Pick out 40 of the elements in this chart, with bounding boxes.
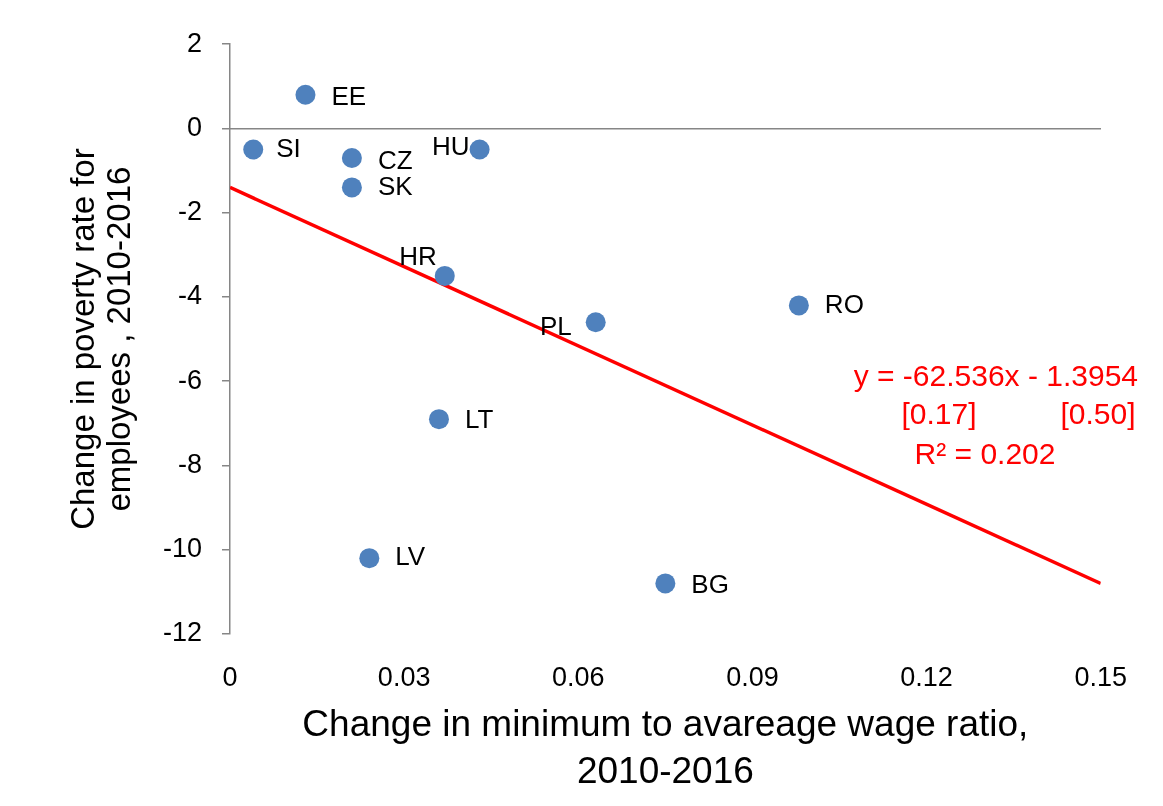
y-tick-label: 2 <box>186 27 202 58</box>
point <box>243 139 264 160</box>
point <box>428 409 449 430</box>
x-tick-label: 0.12 <box>900 661 953 692</box>
annotation: LT <box>464 404 494 435</box>
point <box>341 177 362 198</box>
y-tick-label: -10 <box>162 533 202 564</box>
point <box>434 265 455 286</box>
point <box>655 573 676 594</box>
annotation: [0.17] <box>901 397 977 431</box>
y-tick-label: -12 <box>162 617 202 648</box>
y-tick-label: -2 <box>177 196 202 227</box>
point <box>469 139 490 160</box>
y-tick-label: -6 <box>177 364 202 395</box>
annotation: RO <box>824 288 864 319</box>
annotation: [0.50] <box>1060 397 1136 431</box>
y-tick-label: 0 <box>186 111 202 142</box>
annotation: LV <box>395 541 426 572</box>
x-tick-label: 0.09 <box>726 661 779 692</box>
x-tick-label: 0.06 <box>552 661 605 692</box>
annotation: y = -62.536x - 1.3954 <box>853 359 1138 393</box>
annotation: PL <box>539 311 572 342</box>
y-tick-label: -8 <box>177 448 202 479</box>
point <box>359 548 380 569</box>
annotation: HU <box>432 130 470 161</box>
x-tick-label: 0.03 <box>377 661 431 692</box>
annotation: EE <box>331 80 367 111</box>
annotation: R² = 0.202 <box>914 437 1056 471</box>
point <box>295 84 316 105</box>
x-tick-label: 0 <box>222 661 238 692</box>
x-tick-label: 0.15 <box>1074 661 1128 692</box>
annotation: BG <box>691 568 729 599</box>
annotation: HR <box>399 241 437 272</box>
y-tick-label: -4 <box>177 280 202 311</box>
annotation: SI <box>276 132 301 163</box>
point <box>341 147 362 168</box>
x-axis-title: Change in minimum to avareage wage ratio, 2010-2016 <box>302 702 1029 791</box>
point <box>585 312 606 333</box>
point <box>788 295 809 316</box>
y-axis-title: Change in poverty rate for employees , 2010-2016 <box>63 148 137 530</box>
